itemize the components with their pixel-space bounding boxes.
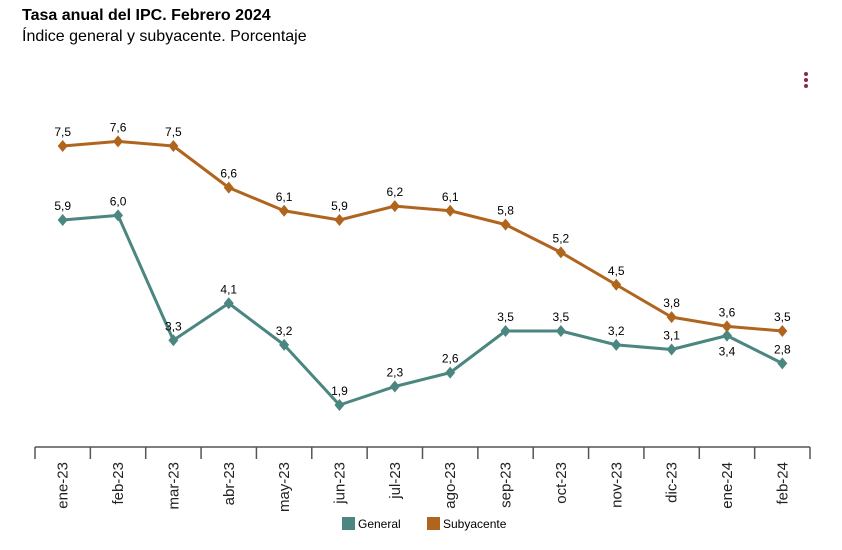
data-point-marker: [721, 320, 732, 333]
data-label: 3,6: [719, 305, 736, 319]
data-point-marker: [389, 380, 400, 393]
data-point-marker: [666, 311, 677, 324]
data-label: 3,3: [165, 319, 182, 333]
data-label: 2,6: [442, 352, 459, 366]
x-tick-label: may-23: [276, 462, 293, 512]
x-tick-label: feb-23: [110, 462, 127, 505]
data-label: 6,1: [276, 190, 293, 204]
data-point-marker: [279, 204, 290, 217]
x-tick-label: ago-23: [442, 462, 459, 509]
data-point-marker: [168, 140, 179, 152]
data-point-marker: [500, 325, 511, 337]
data-label: 3,5: [497, 310, 514, 324]
data-point-marker: [777, 357, 788, 370]
x-tick-label: ene-24: [719, 462, 736, 509]
data-point-marker: [57, 140, 68, 152]
legend-swatch: [342, 517, 355, 530]
data-label: 5,2: [553, 231, 570, 245]
data-point-marker: [555, 325, 566, 337]
data-point-marker: [223, 297, 234, 310]
x-tick-label: jun-23: [331, 462, 348, 505]
series-line-general: [62, 213, 783, 407]
data-point-marker: [389, 200, 400, 213]
data-point-marker: [611, 278, 622, 291]
data-label: 3,8: [663, 296, 680, 310]
x-tick-label: feb-24: [774, 462, 791, 505]
x-tick-label: dic-23: [664, 462, 681, 503]
data-point-marker: [334, 214, 345, 226]
data-label: 3,2: [608, 324, 625, 338]
legend-label: General: [358, 517, 401, 531]
data-label: 5,9: [331, 199, 348, 213]
data-label: 5,8: [497, 204, 514, 218]
legend-swatch: [427, 517, 440, 530]
legend-label: Subyacente: [443, 517, 507, 531]
x-tick-label: sep-23: [498, 462, 515, 508]
vertical-ellipsis-icon[interactable]: [800, 70, 812, 92]
x-tick-label: oct-23: [553, 462, 570, 504]
data-label: 2,3: [386, 366, 403, 380]
data-label: 6,0: [110, 194, 127, 208]
data-label: 6,2: [386, 185, 403, 199]
data-label: 5,9: [54, 199, 71, 213]
data-point-marker: [500, 218, 511, 231]
data-label: 3,2: [276, 324, 293, 338]
x-tick-label: nov-23: [608, 462, 625, 508]
data-point-marker: [445, 366, 456, 379]
data-point-marker: [223, 181, 234, 194]
data-label: 1,9: [331, 384, 348, 398]
chart-title: Tasa anual del IPC. Febrero 2024: [22, 7, 271, 24]
data-label: 6,1: [442, 190, 459, 204]
data-point-marker: [113, 135, 124, 148]
chart-subtitle: Índice general y subyacente. Porcentaje: [22, 28, 307, 45]
data-point-marker: [279, 338, 290, 351]
data-label: 3,5: [553, 310, 570, 324]
data-label: 3,1: [663, 329, 680, 343]
x-tick-label: jul-23: [387, 462, 404, 500]
data-label: 3,5: [774, 310, 791, 324]
data-label: 6,6: [220, 167, 237, 181]
data-point-marker: [666, 343, 677, 356]
data-label: 7,6: [110, 120, 127, 134]
data-point-marker: [777, 325, 788, 337]
data-point-marker: [113, 209, 124, 222]
data-point-marker: [611, 338, 622, 351]
data-point-marker: [445, 204, 456, 217]
data-point-marker: [168, 334, 179, 347]
x-tick-label: mar-23: [165, 462, 182, 510]
data-label: 4,5: [608, 264, 625, 278]
series-line-subyacente: [62, 139, 783, 333]
x-tick-label: abr-23: [221, 462, 238, 505]
data-label: 7,5: [165, 125, 182, 139]
data-point-marker: [334, 399, 345, 411]
x-tick-label: ene-23: [55, 462, 72, 509]
data-label: 2,8: [774, 342, 791, 356]
data-label: 7,5: [54, 125, 71, 139]
data-label: 4,1: [220, 282, 237, 296]
data-point-marker: [721, 329, 732, 342]
data-point-marker: [555, 246, 566, 259]
data-label: 3,4: [719, 345, 736, 359]
data-point-marker: [57, 214, 68, 226]
